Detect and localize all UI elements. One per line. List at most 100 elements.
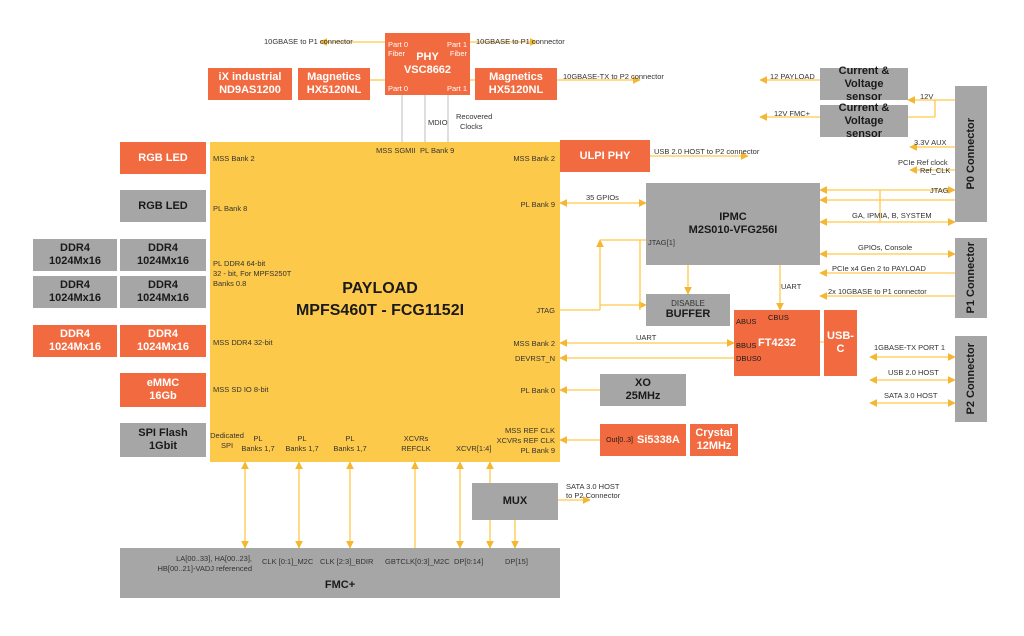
phy-port1: Part 1 [446, 84, 467, 93]
port-pl-bank9-top: PL Bank 9 [420, 146, 455, 155]
disable-buffer-block: DISABLE BUFFER [646, 294, 730, 326]
ddr4-grey-2: DDR4 1024Mx16 [120, 239, 206, 271]
ddr-line1: DDR4 [60, 242, 90, 254]
usb-c-block: USB-C [824, 310, 857, 376]
phy-port1-fiber-1: Part 1 [446, 40, 467, 49]
port-mss-sd: MSS SD IO 8-bit [213, 385, 269, 394]
port-jtag: JTAG [536, 306, 555, 315]
fmc-dp014: DP[0:14] [454, 557, 484, 566]
xo-line1: XO [635, 377, 651, 389]
label-35-gpios: 35 GPIOs [586, 193, 619, 202]
rgb-led-grey-block: RGB LED [120, 190, 206, 222]
label-ga-ipmi: GA, IPMIA, B, SYSTEM [852, 211, 932, 220]
port-pl-ddr4-line1: PL DDR4 64-bit [213, 259, 266, 268]
ddr-line1: DDR4 [148, 328, 178, 340]
xo-block: XO 25MHz [600, 374, 686, 406]
rgb-led-orange-block: RGB LED [120, 142, 206, 174]
p1-connector: P1 Connector [955, 238, 987, 318]
ddr-line2: 1024Mx16 [137, 292, 189, 304]
crystal-line2: 12MHz [696, 440, 732, 452]
payload-title-line2: MPFS460T - FCG1152I [295, 302, 465, 319]
label-12-payload: 12 PAYLOAD [770, 72, 815, 81]
label-recovered-2: Clocks [460, 122, 483, 131]
mag-left-line2: HX5120NL [306, 84, 362, 96]
ulpi-phy-block: ULPI PHY [560, 140, 650, 172]
port-pl-a-2: Banks 1,7 [241, 444, 275, 453]
fmc-clk01: CLK [0:1]_M2C [262, 557, 314, 566]
label-recovered-1: Recovered [456, 112, 493, 121]
port-pl-bank8: PL Bank 8 [213, 204, 248, 213]
mag-right-line2: HX5120NL [488, 84, 544, 96]
label-jtag-p0: JTAG [930, 186, 949, 195]
p0-label: P0 Connector [965, 118, 977, 190]
ddr4-grey-4: DDR4 1024Mx16 [120, 276, 206, 308]
label-10gbase-right: 10GBASE to P1 connector [476, 37, 565, 46]
ddr-line2: 1024Mx16 [49, 255, 101, 267]
label-uart-ipmc: UART [781, 282, 802, 291]
ipmc-jtag: JTAG[1] [648, 238, 675, 247]
emmc-line1: eMMC [146, 377, 180, 389]
magnetics-left-block: Magnetics HX5120NL [298, 68, 370, 100]
label-pcie-ref: PCIe Ref clock [898, 158, 948, 167]
label-ref-clk: Ref_CLK [920, 166, 951, 175]
spi-flash-block: SPI Flash 1Gbit [120, 423, 206, 457]
si-name: Si5338A [637, 433, 680, 446]
phy-title: PHY [416, 51, 439, 63]
label-usb-host: USB 2.0 HOST to P2 connector [654, 147, 760, 156]
phy-block: PHY VSC8662 [385, 33, 470, 95]
si5338a-block: Out[0..3] Si5338A [600, 424, 686, 456]
ipmc-block: IPMC M2S010-VFG256I [646, 183, 820, 265]
port-devrst: DEVRST_N [514, 354, 555, 363]
p1-label: P1 Connector [965, 242, 977, 314]
ddr4-grey-3: DDR4 1024Mx16 [33, 276, 117, 308]
mux-block: MUX [472, 483, 558, 520]
port-pl-ddr4-line2: 32 - bit, For MPFS250T [213, 269, 292, 278]
label-sata-mux-2: to P2 Connector [566, 491, 621, 500]
spi-line2: 1Gbit [148, 440, 178, 452]
ipmc-line1: IPMC [719, 211, 747, 223]
label-10gbase-left: 10GBASE to P1 connector [264, 37, 353, 46]
mag-left-line1: Magnetics [307, 71, 361, 83]
port-pl-bank0: PL Bank 0 [520, 386, 555, 395]
crystal-block: Crystal 12MHz [690, 424, 738, 456]
port-pl-c-1: PL [345, 434, 355, 443]
p2-connector: P2 Connector [955, 336, 987, 422]
ddr-line1: DDR4 [148, 279, 178, 291]
rgb-led-orange-label: RGB LED [138, 151, 188, 164]
port-xcvrs-2: REFCLK [401, 444, 431, 453]
ix-line2: ND9AS1200 [219, 84, 281, 96]
cvs1-line2: sensor [845, 90, 883, 103]
fmc-la-1: LA[00..33], HA[00..23], [176, 554, 252, 563]
fmc-la-2: HB[00..21]-VADJ referenced [157, 564, 253, 573]
mag-right-line1: Magnetics [489, 71, 543, 83]
port-ref-clk-2: XCVRs REF CLK [496, 436, 555, 445]
ddr-line1: DDR4 [148, 242, 178, 254]
port-mss-ddr4: MSS DDR4 32-bit [213, 338, 273, 347]
phy-port0-fiber-1: Part 0 [388, 40, 409, 49]
ddr-line2: 1024Mx16 [137, 255, 189, 267]
label-10gbase-p1: 2x 10GBASE to P1 connector [828, 287, 927, 296]
label-sata-mux-1: SATA 3.0 HOST [566, 482, 620, 491]
buffer-line1: DISABLE [671, 299, 705, 308]
ddr-line2: 1024Mx16 [49, 292, 101, 304]
ddr-line1: DDR4 [60, 279, 90, 291]
label-mdio: MDIO [428, 118, 448, 127]
label-usb-p2: USB 2.0 HOST [888, 368, 939, 377]
payload-fpga-block [210, 142, 560, 462]
ulpi-label: ULPI PHY [579, 149, 631, 162]
p2-label: P2 Connector [965, 343, 977, 415]
ft-dbus: DBUS0 [736, 354, 762, 363]
port-mss-bank2-low: MSS Bank 2 [513, 339, 555, 348]
fmc-dp15: DP[15] [505, 557, 528, 566]
ddr4-orange-2: DDR4 1024Mx16 [120, 325, 206, 357]
ft4232-label: FT4232 [758, 336, 796, 349]
payload-title-line1: PAYLOAD [342, 280, 418, 297]
fmc-plus-block: FMC+ [120, 548, 560, 598]
port-pl-a-1: PL [253, 434, 263, 443]
ft-bbus: BBUS [736, 341, 757, 350]
payload-title: PAYLOAD MPFS460T - FCG1152I [210, 278, 550, 322]
label-12v-fmc: 12V FMC+ [774, 109, 811, 118]
label-sata-p2: SATA 3.0 HOST [884, 391, 938, 400]
usb-c-label: USB-C [827, 330, 854, 355]
label-pcie-x4: PCIe x4 Gen 2 to PAYLOAD [832, 264, 926, 273]
